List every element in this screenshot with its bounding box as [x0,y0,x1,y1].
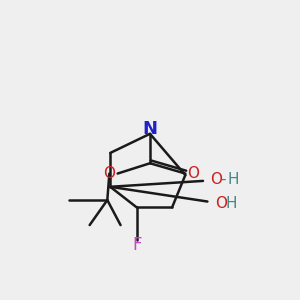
Text: F: F [132,236,142,254]
Text: O: O [187,166,199,181]
Text: H: H [225,196,237,211]
Text: O: O [210,172,222,187]
Text: -: - [221,172,226,187]
Text: H: H [227,172,238,187]
Text: O: O [215,196,227,211]
Text: N: N [142,119,158,137]
Text: O: O [103,166,116,181]
